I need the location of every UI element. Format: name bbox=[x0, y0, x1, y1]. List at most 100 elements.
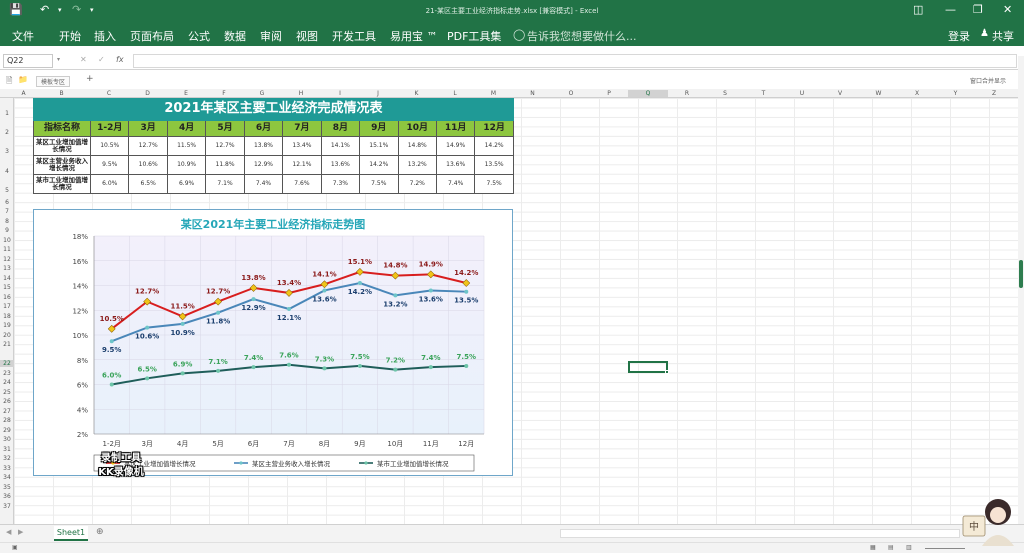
scroll-thumb[interactable] bbox=[1019, 260, 1023, 288]
table-cell[interactable]: 10.6% bbox=[128, 155, 168, 175]
login-button[interactable]: 登录 bbox=[948, 30, 970, 43]
insert-function-icon[interactable]: fx bbox=[116, 55, 124, 64]
next-sheet-icon[interactable]: ▶ bbox=[18, 528, 24, 536]
row-header[interactable]: 8 bbox=[5, 218, 9, 225]
table-cell[interactable]: 14.2% bbox=[474, 136, 514, 156]
column-header[interactable]: C bbox=[106, 90, 112, 97]
column-header[interactable]: O bbox=[568, 90, 574, 97]
table-cell[interactable]: 6.9% bbox=[166, 174, 207, 194]
add-sheet-icon[interactable]: ⊕ bbox=[96, 527, 104, 537]
tab-page-layout[interactable]: 页面布局 bbox=[130, 30, 174, 43]
column-header[interactable]: M bbox=[490, 90, 497, 97]
data-point[interactable] bbox=[357, 363, 362, 368]
table-header-cell[interactable]: 3月 bbox=[128, 120, 168, 137]
restore-icon[interactable]: ❐ bbox=[973, 3, 983, 16]
table-header-cell[interactable]: 7月 bbox=[282, 120, 322, 137]
legend-label[interactable]: 某市工业增加值增长情况 bbox=[377, 459, 449, 468]
undo-icon[interactable]: ↶ bbox=[40, 3, 50, 16]
tab-review[interactable]: 审阅 bbox=[260, 30, 282, 43]
column-header[interactable]: G bbox=[259, 90, 265, 97]
page-layout-view-icon[interactable]: ▤ bbox=[888, 544, 894, 551]
table-header-cell[interactable]: 8月 bbox=[320, 120, 361, 137]
column-header[interactable]: X bbox=[914, 90, 920, 97]
row-header[interactable]: 35 bbox=[3, 484, 11, 491]
row-header[interactable]: 19 bbox=[3, 322, 11, 329]
chart-title[interactable]: 某区2021年主要工业经济指标走势图 bbox=[180, 217, 366, 231]
workbook-tab[interactable]: 模板专区 bbox=[36, 76, 71, 87]
fill-handle[interactable] bbox=[665, 370, 669, 374]
column-header-selected[interactable]: Q bbox=[628, 90, 668, 97]
column-header[interactable]: H bbox=[298, 90, 304, 97]
data-point[interactable] bbox=[462, 279, 471, 287]
cancel-icon[interactable]: ✕ bbox=[80, 55, 87, 64]
table-header-cell[interactable]: 5月 bbox=[205, 120, 245, 137]
row-header[interactable]: 7 bbox=[5, 208, 9, 215]
table-cell[interactable]: 12.7% bbox=[205, 136, 245, 156]
data-point[interactable] bbox=[143, 297, 152, 306]
table-cell[interactable]: 14.8% bbox=[397, 136, 437, 156]
x-axis[interactable]: 1-2月 3月 4月 5月 6月 7月 8月 9月 10月 11月 12月 bbox=[94, 433, 484, 448]
row-header[interactable]: 5 bbox=[5, 187, 9, 194]
tell-me-box[interactable]: 告诉我您想要做什么... bbox=[527, 30, 637, 43]
row-header[interactable]: 15 bbox=[3, 284, 11, 291]
minimize-icon[interactable]: — bbox=[945, 3, 956, 16]
name-box[interactable]: Q22 bbox=[3, 54, 53, 68]
table-cell[interactable]: 7.1% bbox=[205, 174, 245, 194]
table-title[interactable]: 2021年某区主要工业经济完成情况表 bbox=[33, 98, 514, 121]
new-file-icon[interactable]: 🗎 bbox=[6, 76, 13, 85]
table-cell[interactable]: 13.2% bbox=[397, 155, 437, 175]
row-header[interactable]: 23 bbox=[3, 370, 11, 377]
row-header[interactable]: 34 bbox=[3, 474, 11, 481]
legend-label[interactable]: 某区主营业务收入增长情况 bbox=[252, 459, 331, 468]
close-icon[interactable]: ✕ bbox=[1003, 3, 1013, 16]
active-cell-selection[interactable] bbox=[628, 361, 669, 374]
table-cell[interactable]: 10.9% bbox=[166, 155, 207, 175]
redo-icon[interactable]: ↷ bbox=[72, 3, 82, 16]
data-point[interactable] bbox=[391, 271, 400, 280]
save-icon[interactable]: 💾 bbox=[9, 3, 23, 16]
tab-home[interactable]: 开始 bbox=[59, 30, 81, 43]
data-point[interactable] bbox=[216, 368, 221, 373]
data-point[interactable] bbox=[322, 366, 327, 371]
data-point[interactable] bbox=[251, 297, 256, 302]
table-cell[interactable]: 13.6% bbox=[320, 155, 361, 175]
tab-easyuse[interactable]: 易用宝 ™ bbox=[390, 30, 438, 43]
column-header[interactable]: J bbox=[377, 90, 379, 97]
table-header-cell[interactable]: 4月 bbox=[166, 120, 207, 137]
share-button[interactable]: 共享 bbox=[992, 30, 1014, 43]
data-point[interactable] bbox=[249, 284, 258, 292]
data-point[interactable] bbox=[322, 288, 327, 293]
table-cell[interactable]: 13.8% bbox=[243, 136, 284, 156]
tab-view[interactable]: 视图 bbox=[296, 30, 318, 43]
table-cell-name[interactable]: 某区主营业务收入增长情况 bbox=[33, 155, 91, 175]
data-point[interactable] bbox=[109, 382, 114, 387]
data-point[interactable] bbox=[214, 297, 222, 306]
row-header[interactable]: 28 bbox=[3, 417, 11, 424]
undo-dropdown-icon[interactable]: ▾ bbox=[58, 6, 62, 14]
table-cell[interactable]: 6.0% bbox=[89, 174, 130, 194]
horizontal-scrollbar[interactable] bbox=[560, 529, 960, 538]
tab-file[interactable]: 文件 bbox=[12, 30, 34, 43]
row-header[interactable]: 18 bbox=[3, 313, 11, 320]
tab-data[interactable]: 数据 bbox=[224, 30, 246, 43]
row-header[interactable]: 6 bbox=[5, 199, 9, 206]
row-header[interactable]: 27 bbox=[3, 408, 11, 415]
row-header[interactable]: 33 bbox=[3, 465, 11, 472]
table-cell[interactable]: 7.5% bbox=[359, 174, 399, 194]
column-header[interactable]: B bbox=[59, 90, 64, 97]
data-point[interactable] bbox=[428, 365, 433, 370]
data-point[interactable] bbox=[287, 307, 291, 312]
data-point[interactable] bbox=[285, 289, 293, 297]
name-box-dropdown-icon[interactable]: ▾ bbox=[57, 56, 61, 63]
table-cell[interactable]: 12.7% bbox=[128, 136, 168, 156]
table-cell[interactable]: 7.5% bbox=[474, 174, 514, 194]
data-point[interactable] bbox=[464, 289, 469, 294]
row-header[interactable]: 21 bbox=[3, 341, 11, 348]
table-header-cell[interactable]: 11月 bbox=[435, 120, 476, 137]
table-cell[interactable]: 6.5% bbox=[128, 174, 168, 194]
tab-developer[interactable]: 开发工具 bbox=[332, 30, 376, 43]
table-cell[interactable]: 7.6% bbox=[282, 174, 322, 194]
chart-legend[interactable] bbox=[93, 454, 475, 472]
table-header-cell[interactable]: 1-2月 bbox=[89, 120, 130, 137]
table-cell[interactable]: 9.5% bbox=[89, 155, 130, 175]
